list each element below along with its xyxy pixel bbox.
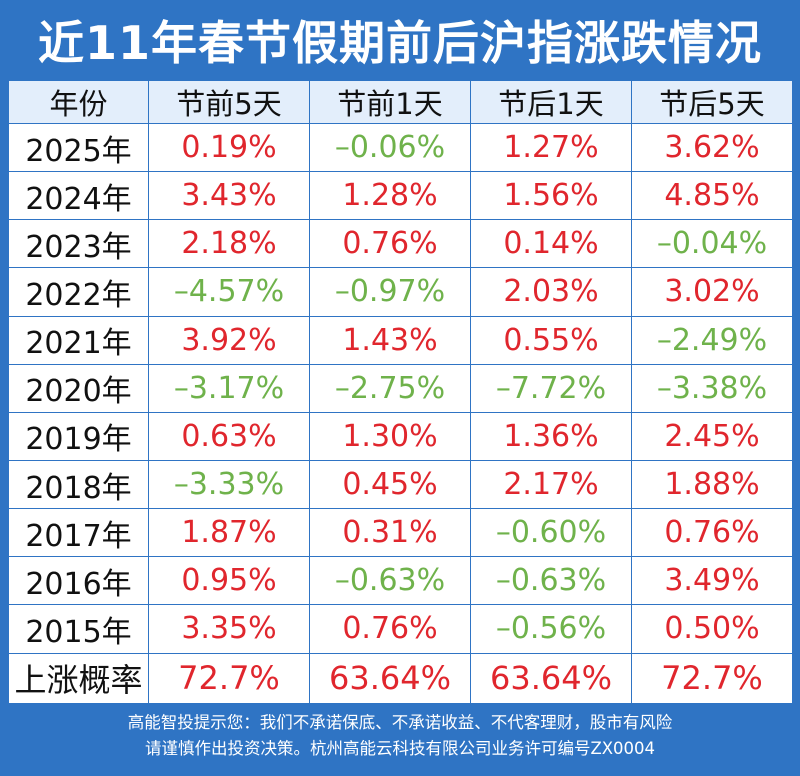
value-cell: 1.88% [631, 459, 793, 510]
value-cell: 2.03% [470, 267, 632, 317]
value-cell: 1.30% [309, 411, 471, 461]
value-cell: 0.19% [148, 122, 310, 173]
value-cell: –0.56% [470, 604, 632, 654]
table-row: 2020年 –3.17% –2.75% –7.72% –3.38% [8, 363, 793, 413]
value-cell: –3.17% [148, 363, 310, 413]
value-cell: –3.33% [148, 459, 310, 510]
value-cell: 1.43% [309, 315, 471, 365]
value-cell: –0.97% [309, 267, 471, 317]
disclaimer-line-2: 请谨慎作出投资决策。杭州高能云科技有限公司业务许可编号ZX0004 [144, 739, 656, 758]
column-header: 年份 [8, 80, 149, 124]
index-change-table: 年份 节前5天 节前1天 节后1天 节后5天 2025年 0.19% –0.06% 1… [8, 80, 793, 705]
value-cell: –0.63% [309, 556, 471, 606]
column-header: 节前5天 [148, 80, 310, 124]
value-cell: 3.02% [631, 267, 793, 317]
value-cell: –0.06% [309, 122, 471, 173]
table-row: 2024年 3.43% 1.28% 1.56% 4.85% [8, 171, 793, 221]
summary-value-cell: 72.7% [631, 652, 793, 705]
value-cell: –2.75% [309, 363, 471, 413]
value-cell: 0.95% [148, 556, 310, 606]
page-title: 近11年春节假期前后沪指涨跌情况 [37, 16, 762, 70]
value-cell: –3.38% [631, 363, 793, 413]
value-cell: 0.31% [309, 508, 471, 558]
disclaimer-line-1: 高能智投提示您：我们不承诺保底、不承诺收益、不代客理财，股市有风险 [127, 713, 673, 732]
value-cell: 0.50% [631, 604, 793, 654]
summary-label: 上涨概率 [8, 652, 149, 705]
year-cell: 2024年 [8, 171, 149, 221]
value-cell: 0.76% [309, 219, 471, 269]
year-cell: 2021年 [8, 315, 149, 365]
value-cell: 3.49% [631, 556, 793, 606]
value-cell: 0.63% [148, 411, 310, 461]
value-cell: 0.45% [309, 459, 471, 510]
table-row: 2019年 0.63% 1.30% 1.36% 2.45% [8, 411, 793, 461]
summary-row: 上涨概率 72.7% 63.64% 63.64% 72.7% [8, 652, 793, 705]
value-cell: –0.04% [631, 219, 793, 269]
value-cell: 1.28% [309, 171, 471, 221]
value-cell: 0.14% [470, 219, 632, 269]
column-header: 节后1天 [470, 80, 632, 124]
value-cell: 2.17% [470, 459, 632, 510]
year-cell: 2020年 [8, 363, 149, 413]
value-cell: 1.87% [148, 508, 310, 558]
year-cell: 2022年 [8, 267, 149, 317]
value-cell: –0.60% [470, 508, 632, 558]
value-cell: 0.55% [470, 315, 632, 365]
table-row: 2023年 2.18% 0.76% 0.14% –0.04% [8, 219, 793, 269]
index-change-table-container: 年份 节前5天 节前1天 节后1天 节后5天 2025年 0.19% –0.06% 1… [8, 80, 793, 705]
column-header: 节后5天 [631, 80, 793, 124]
header-row: 年份 节前5天 节前1天 节后1天 节后5天 [8, 80, 793, 124]
value-cell: 3.35% [148, 604, 310, 654]
value-cell: 2.45% [631, 411, 793, 461]
year-cell: 2015年 [8, 604, 149, 654]
year-cell: 2017年 [8, 508, 149, 558]
value-cell: 3.43% [148, 171, 310, 221]
year-cell: 2016年 [8, 556, 149, 606]
value-cell: 3.92% [148, 315, 310, 365]
year-cell: 2018年 [8, 459, 149, 510]
table-row: 2021年 3.92% 1.43% 0.55% –2.49% [8, 315, 793, 365]
value-cell: 0.76% [631, 508, 793, 558]
table-row: 2025年 0.19% –0.06% 1.27% 3.62% [8, 122, 793, 173]
table-row: 2015年 3.35% 0.76% –0.56% 0.50% [8, 604, 793, 654]
value-cell: –4.57% [148, 267, 310, 317]
summary-value-cell: 63.64% [309, 652, 471, 705]
table-row: 2018年 –3.33% 0.45% 2.17% 1.88% [8, 459, 793, 510]
value-cell: –2.49% [631, 315, 793, 365]
year-cell: 2019年 [8, 411, 149, 461]
value-cell: –0.63% [470, 556, 632, 606]
year-cell: 2023年 [8, 219, 149, 269]
value-cell: –7.72% [470, 363, 632, 413]
table-row: 2016年 0.95% –0.63% –0.63% 3.49% [8, 556, 793, 606]
summary-value-cell: 63.64% [470, 652, 632, 705]
summary-value-cell: 72.7% [148, 652, 310, 705]
table-row: 2022年 –4.57% –0.97% 2.03% 3.02% [8, 267, 793, 317]
value-cell: 0.76% [309, 604, 471, 654]
year-cell: 2025年 [8, 122, 149, 173]
value-cell: 1.56% [470, 171, 632, 221]
table-body: 2025年 0.19% –0.06% 1.27% 3.62% 2024年 3.43% 1.28… [8, 122, 793, 705]
value-cell: 4.85% [631, 171, 793, 221]
risk-disclaimer: 高能智投提示您：我们不承诺保底、不承诺收益、不代客理财，股市有风险 请谨慎作出投… [0, 710, 800, 776]
value-cell: 2.18% [148, 219, 310, 269]
value-cell: 1.27% [470, 122, 632, 173]
table-row: 2017年 1.87% 0.31% –0.60% 0.76% [8, 508, 793, 558]
value-cell: 3.62% [631, 122, 793, 173]
column-header: 节前1天 [309, 80, 471, 124]
value-cell: 1.36% [470, 411, 632, 461]
